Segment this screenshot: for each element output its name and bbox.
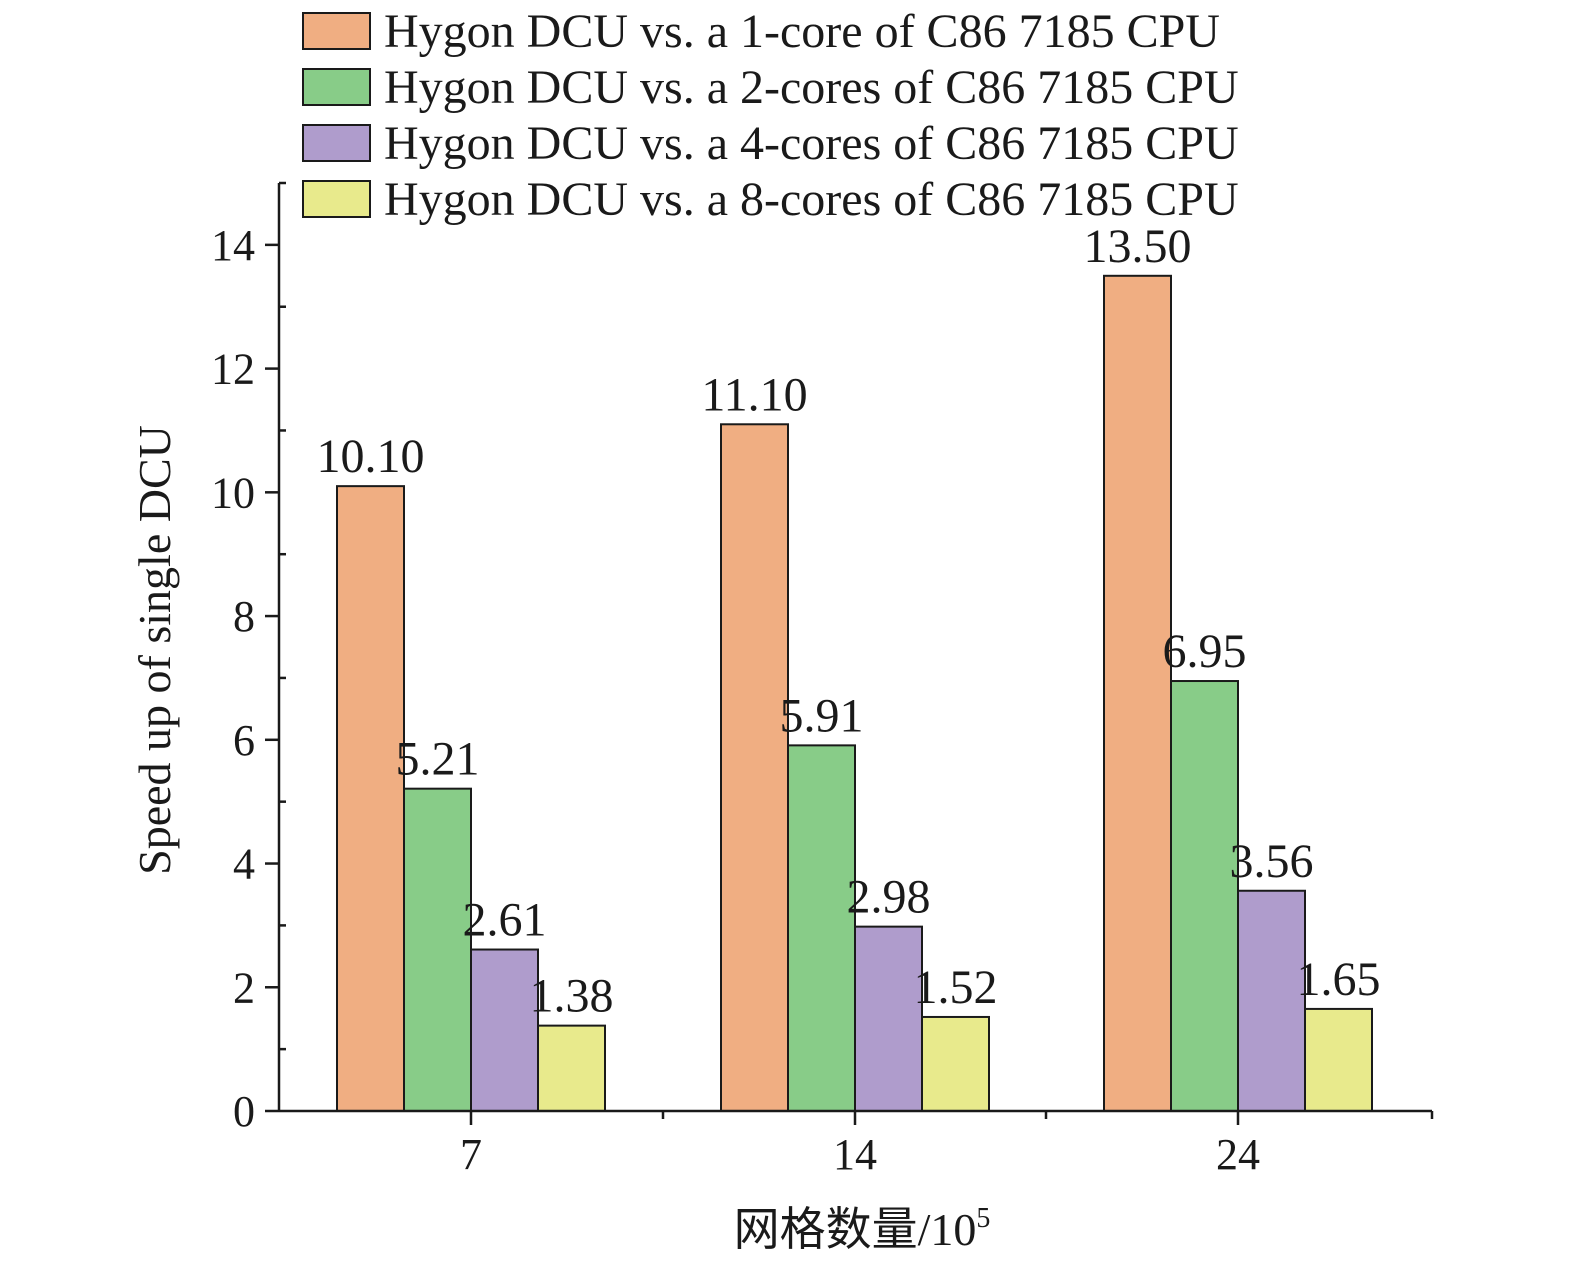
y-tick-label-12: 12: [211, 345, 255, 394]
y-tick-label-14: 14: [211, 221, 255, 270]
data-label-s1-14: 11.10: [701, 368, 807, 421]
data-label-s4-7: 1.38: [530, 970, 614, 1023]
x-axis-title: 网格数量/105: [734, 1203, 991, 1255]
x-tick-label-14: 14: [833, 1130, 877, 1179]
y-axis-title: Speed up of single DCU: [129, 425, 180, 875]
x-tick-label-7: 7: [460, 1130, 482, 1179]
data-label-s1-24: 13.50: [1084, 220, 1192, 273]
data-label-s4-24: 1.65: [1297, 953, 1381, 1006]
legend-swatch-3: [302, 124, 371, 162]
legend-label-4: Hygon DCU vs. a 8-cores of C86 7185 CPU: [384, 173, 1239, 226]
bar-s2-14: [787, 744, 856, 1112]
legend-swatch-1: [302, 12, 371, 50]
bar-s3-24: [1237, 889, 1306, 1112]
x-tick-label-24: 24: [1216, 1130, 1260, 1179]
bar-s3-7: [470, 948, 539, 1113]
data-label-s2-14: 5.91: [780, 689, 864, 742]
bar-s4-7: [537, 1024, 606, 1113]
x-axis-title-text: 网格数量/10: [734, 1204, 977, 1255]
legend-label-2: Hygon DCU vs. a 2-cores of C86 7185 CPU: [384, 61, 1239, 114]
labels-layer: 10.10 5.21 2.61 1.38 11.10 5.91 2.98 1.52 13.50 6…: [317, 220, 1381, 1023]
y-tick-label-4: 4: [233, 840, 255, 889]
y-tick-label-2: 2: [233, 963, 255, 1012]
bar-s2-24: [1170, 680, 1239, 1112]
legend-label-3: Hygon DCU vs. a 4-cores of C86 7185 CPU: [384, 117, 1239, 170]
bar-s1-24: [1103, 274, 1172, 1112]
data-label-s3-24: 3.56: [1230, 835, 1314, 888]
y-tick-label-10: 10: [211, 468, 255, 517]
y-tick-label-0: 0: [233, 1087, 255, 1136]
x-axis-title-superscript: 5: [976, 1203, 990, 1234]
legend: Hygon DCU vs. a 1-core of C86 7185 CPUHy…: [302, 5, 1239, 226]
bar-s3-14: [854, 925, 923, 1112]
bar-s4-14: [921, 1015, 990, 1112]
y-tick-label-6: 6: [233, 716, 255, 765]
data-label-s2-24: 6.95: [1163, 625, 1247, 678]
bar-s4-24: [1304, 1007, 1373, 1112]
legend-swatch-4: [302, 180, 371, 218]
data-label-s3-7: 2.61: [463, 894, 547, 947]
bar-s1-14: [720, 423, 789, 1112]
bar-s1-7: [336, 485, 405, 1112]
data-label-s3-14: 2.98: [847, 871, 931, 924]
bar-s2-7: [403, 787, 472, 1113]
data-label-s4-14: 1.52: [914, 961, 998, 1014]
legend-swatch-2: [302, 68, 371, 106]
data-label-s1-7: 10.10: [317, 430, 425, 483]
legend-label-1: Hygon DCU vs. a 1-core of C86 7185 CPU: [384, 5, 1220, 58]
data-label-s2-7: 5.21: [396, 733, 480, 786]
y-tick-label-8: 8: [233, 592, 255, 641]
